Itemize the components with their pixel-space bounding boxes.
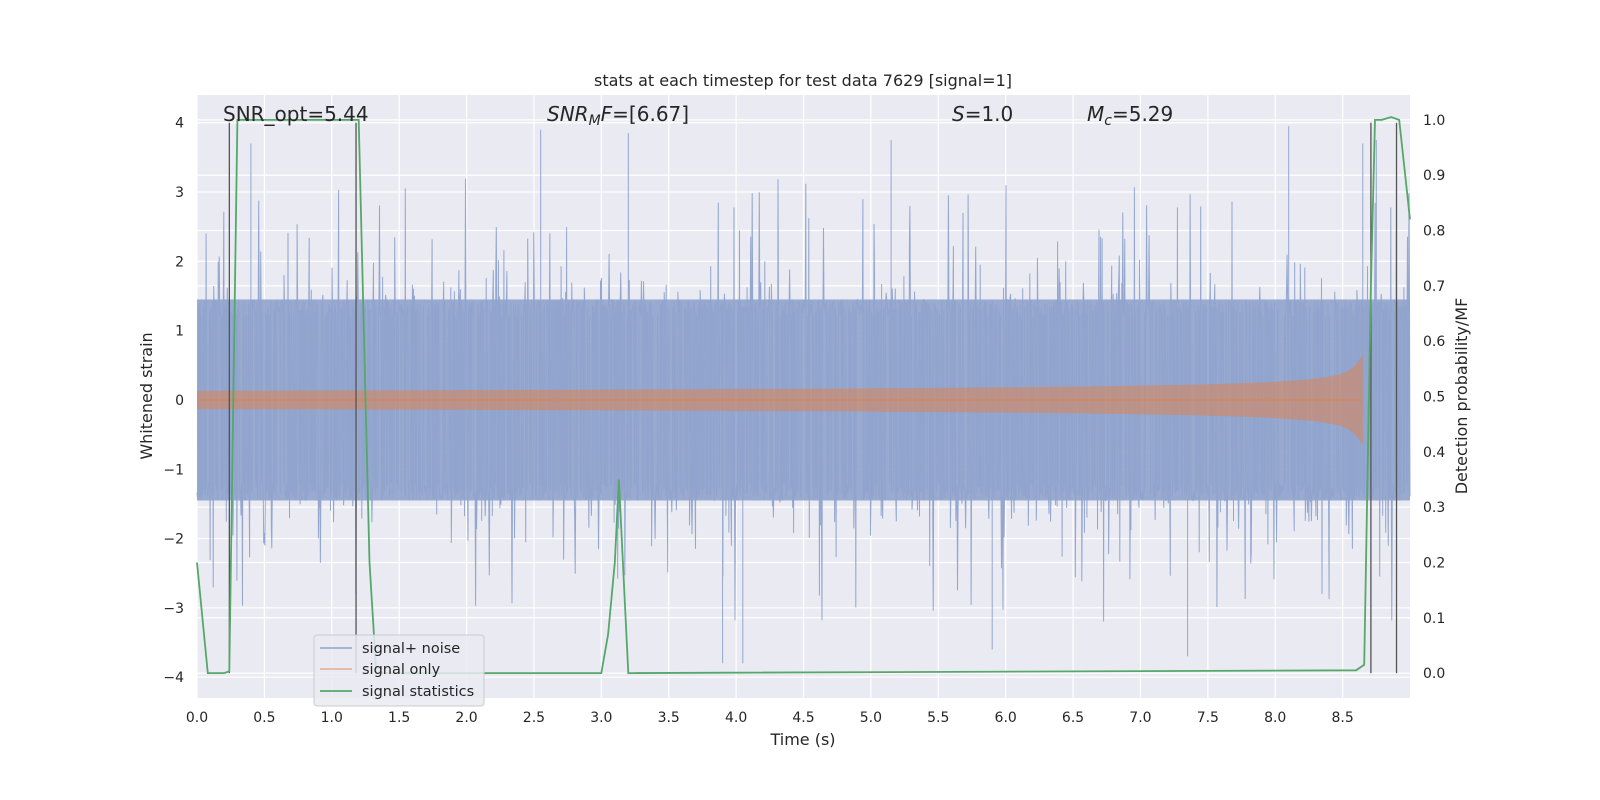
- snr-mf-value: =[6.67]: [612, 102, 689, 126]
- x-tick-label: 2.0: [455, 710, 477, 726]
- y-right-tick-label: 0.4: [1423, 445, 1445, 461]
- legend-label-signal: signal only: [362, 662, 441, 678]
- y-right-axis-ticks: 1.0 0.9 0.8 0.7 0.6 0.5 0.4 0.3 0.2 0.1 0.0: [1423, 113, 1445, 682]
- y-tick-label: 3: [175, 185, 184, 201]
- y-tick-label: −3: [163, 601, 184, 617]
- y-right-tick-label: 0.7: [1423, 279, 1445, 295]
- y-axis-label: Whitened strain: [137, 332, 156, 459]
- x-tick-label: 3.5: [658, 710, 680, 726]
- y-tick-label: 1: [175, 324, 184, 340]
- y-tick-label: −1: [163, 462, 184, 478]
- series-signal-only: [197, 354, 1363, 445]
- x-tick-label: 5.0: [860, 710, 882, 726]
- noise-line: [196, 126, 1411, 664]
- x-tick-label: 7.5: [1197, 710, 1219, 726]
- x-tick-label: 1.0: [321, 710, 343, 726]
- snr-mf-sub: M: [589, 113, 601, 129]
- x-tick-label: 4.0: [725, 710, 747, 726]
- s-value: =1.0: [965, 102, 1014, 126]
- legend: signal+ noise signal only signal statist…: [313, 634, 485, 707]
- y-right-tick-label: 0.5: [1423, 390, 1445, 406]
- chart-title: stats at each timestep for test data 762…: [594, 71, 1012, 90]
- y-right-tick-label: 1.0: [1423, 113, 1445, 129]
- x-tick-label: 6.0: [995, 710, 1017, 726]
- legend-label-noise: signal+ noise: [362, 641, 460, 657]
- y-right-tick-label: 0.6: [1423, 334, 1445, 350]
- series-signal-statistics: [196, 116, 1411, 675]
- x-tick-label: 2.5: [523, 710, 545, 726]
- y-right-tick-label: 0.3: [1423, 500, 1445, 516]
- y-tick-label: 2: [175, 254, 184, 270]
- y-right-tick-label: 0.2: [1423, 555, 1445, 571]
- y-right-tick-label: 0.0: [1423, 666, 1445, 682]
- mc-sub: c: [1104, 113, 1112, 129]
- vertical-markers: [228, 122, 1398, 674]
- snr-mf-tail: F: [601, 102, 613, 126]
- x-tick-label: 6.5: [1062, 710, 1084, 726]
- x-tick-label: 1.5: [388, 710, 410, 726]
- x-tick-label: 0.5: [253, 710, 275, 726]
- y-tick-label: 4: [175, 116, 184, 132]
- x-tick-label: 8.5: [1331, 710, 1353, 726]
- legend-box: [313, 634, 485, 707]
- x-tick-label: 3.0: [590, 710, 612, 726]
- s-symbol: S: [952, 102, 965, 126]
- annotation-snr-mf: SNRMF=[6.67]: [547, 102, 689, 129]
- x-axis-label: Time (s): [769, 730, 835, 749]
- y-right-tick-label: 0.8: [1423, 224, 1445, 240]
- mc-value: =5.29: [1112, 102, 1173, 126]
- annotation-mc: Mc=5.29: [1087, 102, 1173, 129]
- annotation-snr-opt: SNR_opt=5.44: [223, 102, 369, 126]
- y-tick-label: −4: [163, 670, 184, 686]
- mc-symbol: M: [1087, 102, 1104, 126]
- y-tick-label: 0: [175, 393, 184, 409]
- x-tick-label: 4.5: [792, 710, 814, 726]
- x-axis-ticks: 0.0 0.5 1.0 1.5 2.0 2.5 3.0 3.5 4.0 4.5 5.0 5.5 6.0 6…: [186, 710, 1354, 726]
- y-axis-ticks: 4 3 2 1 0 −1 −2 −3 −4: [163, 116, 184, 686]
- x-tick-label: 5.5: [927, 710, 949, 726]
- y-tick-label: −2: [163, 532, 184, 548]
- snr-mf-base: SNR: [547, 102, 589, 126]
- annotation-s: S=1.0: [952, 102, 1013, 126]
- x-tick-label: 8.0: [1264, 710, 1286, 726]
- legend-label-stats: signal statistics: [362, 684, 474, 700]
- x-tick-label: 7.0: [1129, 710, 1151, 726]
- y-right-axis-label: Detection probability/MF: [1452, 298, 1471, 495]
- y-right-tick-label: 0.9: [1423, 168, 1445, 184]
- stats-line: [196, 116, 1411, 675]
- x-tick-label: 0.0: [186, 710, 208, 726]
- y-right-tick-label: 0.1: [1423, 611, 1445, 627]
